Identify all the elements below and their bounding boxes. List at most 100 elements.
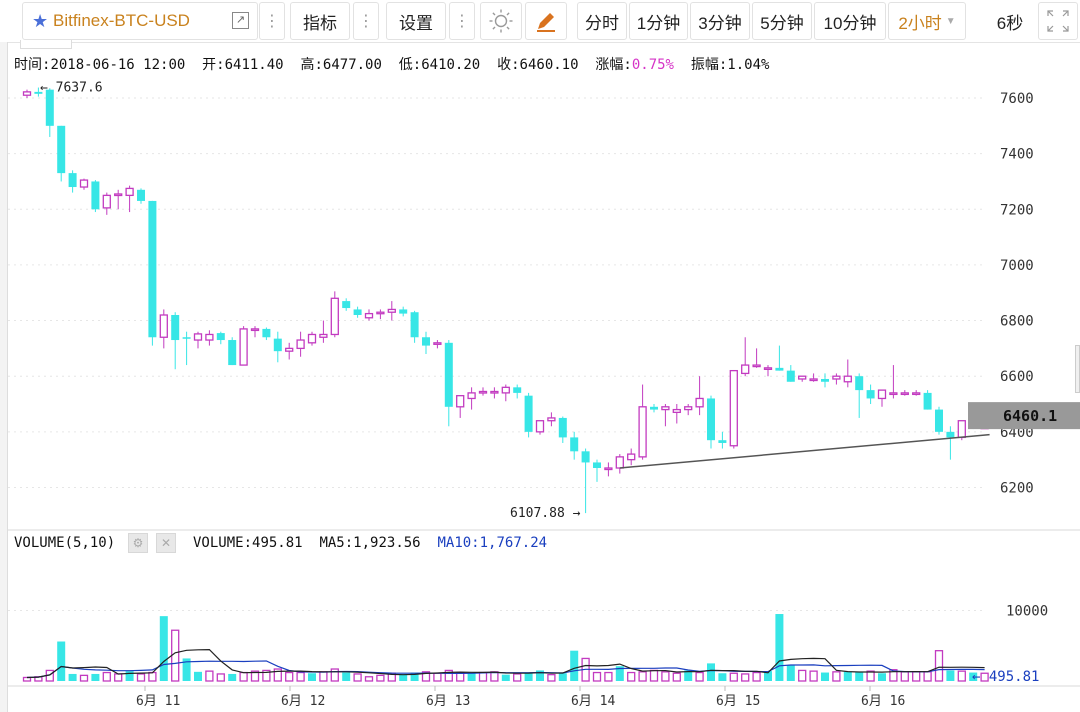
interval-tab-4[interactable]: 10分钟 bbox=[814, 2, 886, 40]
candle-body bbox=[957, 420, 966, 439]
volume-bar bbox=[45, 669, 54, 682]
volume-bar bbox=[661, 671, 670, 682]
indicators-button[interactable]: 指标 bbox=[290, 2, 350, 40]
volume-header: VOLUME(5,10) bbox=[14, 535, 115, 551]
ma10-label: MA10: bbox=[437, 535, 480, 551]
interval-label: 分时 bbox=[585, 13, 619, 33]
volume-bar bbox=[353, 673, 362, 682]
volume-bar bbox=[513, 673, 522, 682]
candle-body bbox=[91, 181, 100, 210]
candle-body bbox=[547, 417, 556, 422]
candle-body bbox=[250, 328, 260, 332]
theme-toggle-button[interactable] bbox=[480, 2, 522, 40]
volume-bar bbox=[878, 673, 886, 681]
volume-bar bbox=[342, 672, 351, 681]
volume-bar bbox=[136, 673, 146, 682]
volume-bar bbox=[68, 673, 77, 681]
volume-bar bbox=[524, 672, 533, 681]
candle-body bbox=[650, 406, 658, 410]
interval-tab-0[interactable]: 分时 bbox=[577, 2, 627, 40]
candle-body bbox=[205, 333, 214, 341]
price-tick-label: 7000 bbox=[1000, 258, 1034, 274]
low-value: 6410.20 bbox=[421, 57, 481, 73]
interval-tab-1[interactable]: 1分钟 bbox=[629, 2, 688, 40]
candle-body bbox=[877, 389, 887, 400]
volume-bar bbox=[364, 676, 374, 682]
volume-bar bbox=[501, 674, 510, 681]
price-tick-label: 6600 bbox=[1000, 369, 1034, 385]
interval-tab-2[interactable]: 3分钟 bbox=[690, 2, 750, 40]
low-marker-label: 6107.88 → bbox=[510, 506, 581, 521]
candle-body bbox=[661, 406, 670, 411]
candle-body bbox=[273, 338, 282, 352]
left-scroll-edge[interactable] bbox=[0, 42, 8, 712]
gear-icon: ⚙ bbox=[132, 536, 144, 550]
price-tick-label: 6200 bbox=[1000, 480, 1034, 496]
settings-label: 设置 bbox=[399, 13, 433, 33]
volume-close-button[interactable]: ✕ bbox=[156, 533, 176, 553]
volume-bar bbox=[421, 671, 431, 682]
more-icon: ⋮ bbox=[454, 13, 470, 30]
draw-tool-button[interactable] bbox=[525, 2, 567, 40]
candle-body bbox=[490, 390, 499, 394]
open-label: 开: bbox=[202, 57, 225, 73]
volume-bar bbox=[752, 671, 761, 682]
candle-body bbox=[821, 378, 829, 382]
volume-bar bbox=[216, 673, 225, 682]
candle-body bbox=[672, 408, 681, 414]
time-tick-label: 6月 16 bbox=[861, 694, 905, 709]
volume-bar bbox=[889, 669, 898, 682]
candle-body bbox=[34, 91, 43, 94]
volume-bar bbox=[159, 616, 168, 681]
amplitude-value: 1.04% bbox=[727, 57, 770, 73]
candle-body bbox=[684, 406, 693, 411]
candle-body bbox=[285, 347, 294, 352]
candle-body bbox=[79, 179, 89, 188]
close-icon: ✕ bbox=[160, 536, 172, 550]
open-value: 6411.40 bbox=[224, 57, 284, 73]
candle-body bbox=[752, 364, 761, 368]
ma5-label: MA5: bbox=[319, 535, 354, 551]
price-axis-handle[interactable] bbox=[1075, 345, 1080, 393]
interval-dropdown[interactable]: 2小时 ▼ bbox=[888, 2, 966, 40]
volume-label: VOLUME: bbox=[193, 535, 253, 551]
fullscreen-button[interactable] bbox=[1038, 2, 1078, 40]
volume-settings-button[interactable]: ⚙ bbox=[128, 533, 148, 553]
close-value: 6460.10 bbox=[519, 57, 579, 73]
candle-body bbox=[615, 456, 624, 469]
more-button[interactable]: ⋮ bbox=[259, 2, 285, 40]
volume-bar bbox=[91, 673, 100, 681]
candle-body bbox=[193, 333, 203, 341]
trend-line bbox=[619, 433, 990, 469]
volume-bar bbox=[319, 671, 328, 682]
candle-body bbox=[159, 314, 168, 338]
interval-tab-3[interactable]: 5分钟 bbox=[752, 2, 812, 40]
volume-bar bbox=[410, 672, 419, 681]
time-tick-label: 6月 13 bbox=[426, 694, 470, 709]
symbol-tab-tail bbox=[20, 40, 72, 49]
candle-body bbox=[843, 375, 852, 383]
indicators-more-button[interactable]: ⋮ bbox=[353, 2, 379, 40]
star-icon[interactable]: ★ bbox=[32, 11, 49, 31]
volume-bar bbox=[444, 669, 453, 682]
refresh-rate[interactable]: 6秒 bbox=[985, 2, 1035, 40]
volume-bar bbox=[536, 670, 544, 681]
volume-bar bbox=[228, 673, 237, 681]
external-link-icon[interactable]: ↗ bbox=[232, 12, 249, 29]
volume-bar bbox=[592, 671, 602, 682]
high-value: 6477.00 bbox=[322, 57, 382, 73]
settings-more-button[interactable]: ⋮ bbox=[449, 2, 475, 40]
close-label: 收: bbox=[497, 57, 520, 73]
volume-bar bbox=[843, 671, 852, 681]
volume-bar bbox=[376, 674, 385, 682]
interval-label: 10分钟 bbox=[823, 13, 877, 33]
symbol-selector[interactable]: ★ Bitfinex-BTC-USD ↗ bbox=[22, 2, 258, 40]
refresh-label: 6秒 bbox=[996, 13, 1024, 33]
indicators-label: 指标 bbox=[303, 13, 337, 33]
candle-body bbox=[68, 173, 77, 188]
settings-button[interactable]: 设置 bbox=[386, 2, 446, 40]
volume-bar bbox=[387, 672, 396, 682]
volume-tick-label: 10000 bbox=[1006, 604, 1048, 620]
volume-bar bbox=[285, 671, 294, 682]
